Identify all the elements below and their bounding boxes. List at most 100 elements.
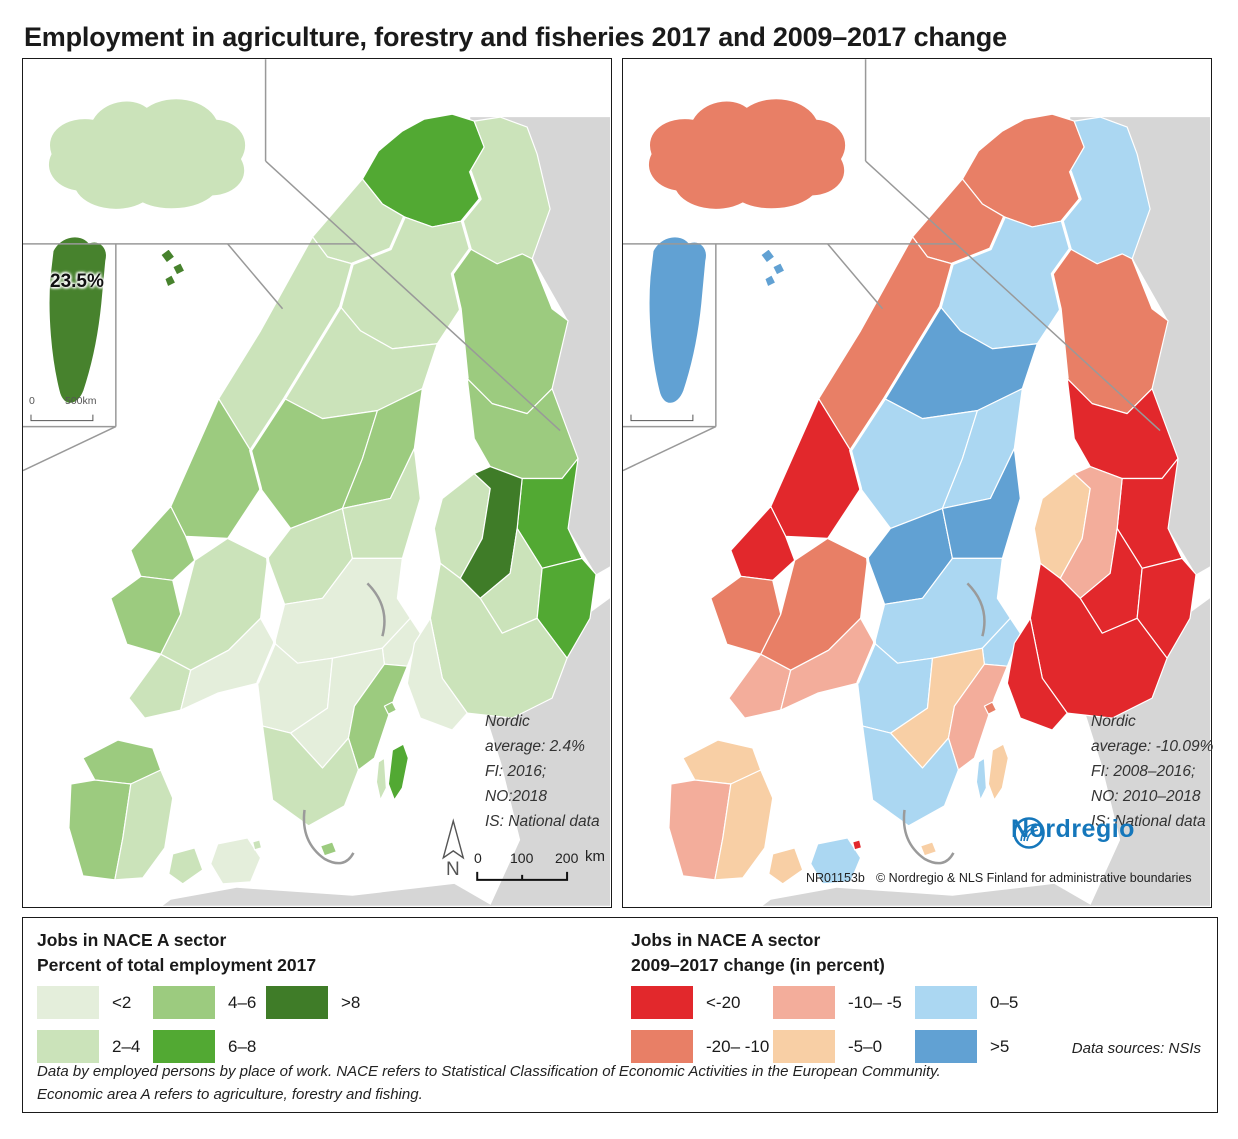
legend-2017-title-line2: Percent of total employment 2017: [37, 955, 317, 976]
legend-item: 0–5: [915, 986, 1045, 1019]
region-dk-east: [714, 769, 774, 881]
legend-item: <2: [37, 986, 153, 1019]
legend-label: 6–8: [228, 1036, 257, 1056]
country-border: [249, 216, 406, 684]
legend-label: 2–4: [112, 1036, 141, 1056]
inset-frame-line: [23, 425, 117, 472]
nordregio-logo: Nordregio: [1011, 815, 1135, 849]
note-line: IS: National data: [1091, 813, 1206, 831]
country-border: [1050, 170, 1082, 379]
legend-label: >8: [341, 992, 361, 1012]
north-label: N: [446, 859, 460, 880]
map-note-2017: Nordic average: 2.4% FI: 2016; NO:2018 IS: N…: [485, 709, 600, 835]
legend-label: -10– -5: [848, 992, 902, 1012]
legend-item: >8: [266, 986, 376, 1019]
region-dk-bornholm: [319, 841, 338, 857]
inset-scale-zero: 0: [29, 395, 35, 407]
inset-frame-line: [623, 425, 717, 472]
legend-item: -10– -5: [773, 986, 915, 1019]
boundary-arc: [302, 809, 355, 865]
legend-swatch: [37, 986, 99, 1019]
region-se-skane: [861, 725, 960, 827]
map-change-svg: [623, 59, 1210, 906]
region-dk-bornholm: [919, 841, 938, 857]
map-2017-svg: [23, 59, 610, 906]
country-border: [450, 170, 482, 379]
scalebar-100: 100: [510, 850, 534, 866]
legend-item: 2–4: [37, 1030, 153, 1063]
footnotes: Data by employed persons by place of wor…: [37, 1061, 941, 1106]
legend-label: -5–0: [848, 1036, 883, 1056]
north-arrow-icon: [442, 818, 465, 860]
legend-change-items: <-20 -20– -10 -10– -5 -5–0 0–5 >5: [631, 986, 1045, 1063]
legend-2017-items: <2 2–4 4–6 6–8 >8: [37, 986, 376, 1063]
region-gl-island: [48, 236, 108, 404]
page-title: Employment in agriculture, forestry and …: [24, 22, 1007, 53]
legend-2017-title-line1: Jobs in NACE A sector: [37, 930, 227, 950]
note-line: IS: National data: [485, 813, 600, 831]
scalebar-0: 0: [474, 850, 482, 866]
footnote-line-2: Economic area A refers to agriculture, f…: [37, 1085, 423, 1103]
legend-item: 4–6: [153, 986, 266, 1019]
legend-item: -5–0: [773, 1030, 915, 1063]
neighbor-land: [1070, 117, 1210, 575]
legend-swatch: [266, 986, 328, 1019]
legend-swatch: [631, 1030, 693, 1063]
region-dk-funen: [168, 847, 204, 885]
region-se-gotland: [387, 743, 409, 801]
inset-frame-line: [865, 160, 1161, 432]
legend-swatch: [773, 986, 835, 1019]
region-gl-island: [648, 236, 708, 404]
legend-swatch: [153, 986, 215, 1019]
map-panel-change: Nordic average: -10.09% FI: 2008–2016; NO: …: [622, 58, 1213, 908]
inset-scale-label: 500km: [65, 395, 97, 407]
legend-column: 4–6 6–8: [153, 986, 266, 1063]
note-line: FI: 2008–2016;: [1091, 763, 1196, 781]
copyright-text: © Nordregio & NLS Finland for administra…: [876, 871, 1192, 885]
map-note-change: Nordic average: -10.09% FI: 2008–2016; NO: …: [1091, 709, 1213, 835]
boundary-arc: [366, 582, 386, 637]
legend-column: -10– -5 -5–0: [773, 986, 915, 1063]
legend-column: <2 2–4: [37, 986, 153, 1063]
legend-swatch: [915, 986, 977, 1019]
region-se-skane: [261, 725, 360, 827]
neighbor-land: [470, 117, 610, 575]
legend-2017: Jobs in NACE A sector Percent of total e…: [37, 928, 360, 1063]
inset-frame-line: [227, 243, 284, 310]
note-line: FI: 2016;: [485, 763, 547, 781]
legend-column: <-20 -20– -10: [631, 986, 773, 1063]
legend-column: >8: [266, 986, 376, 1063]
legend-box: Jobs in NACE A sector Percent of total e…: [22, 917, 1218, 1113]
greenland-value-label: 23.5%: [50, 271, 104, 292]
scalebar-unit: km: [585, 848, 605, 865]
inset-scalebar: [30, 414, 94, 422]
legend-label: -20– -10: [706, 1036, 770, 1056]
map-id-text: NR01153b: [806, 871, 865, 885]
inset-frame-line: [827, 243, 884, 310]
inset-frame-line: [265, 160, 561, 432]
region-dk-zealand: [810, 837, 862, 885]
region-dk-copenhagen: [252, 839, 263, 851]
region-fi-southwest: [1006, 617, 1068, 731]
neighbor-land: [762, 883, 1093, 906]
legend-label: <-20: [706, 992, 741, 1012]
note-line: Nordic: [485, 713, 530, 730]
region-dk-funen: [768, 847, 804, 885]
data-sources-note: Data sources: NSIs: [1071, 1040, 1201, 1057]
legend-change: Jobs in NACE A sector 2009–2017 change (…: [631, 928, 1018, 1063]
region-fi-southwest: [406, 617, 468, 731]
legend-change-title-line1: Jobs in NACE A sector: [631, 930, 821, 950]
boundary-arc: [902, 809, 955, 865]
note-line: Nordic: [1091, 713, 1136, 730]
region-is-island: [47, 98, 247, 210]
map-scalebar: [476, 871, 569, 881]
region-se-oland: [375, 757, 387, 801]
legend-item: 6–8: [153, 1030, 266, 1063]
legend-item: >5: [915, 1030, 1045, 1063]
legend-label: 0–5: [990, 992, 1019, 1012]
legend-item: <-20: [631, 986, 773, 1019]
region-dk-zealand: [210, 837, 262, 885]
region-is-island: [647, 98, 847, 210]
note-line: average: -10.09%: [1091, 738, 1214, 756]
note-line: NO: 2010–2018: [1091, 788, 1201, 806]
